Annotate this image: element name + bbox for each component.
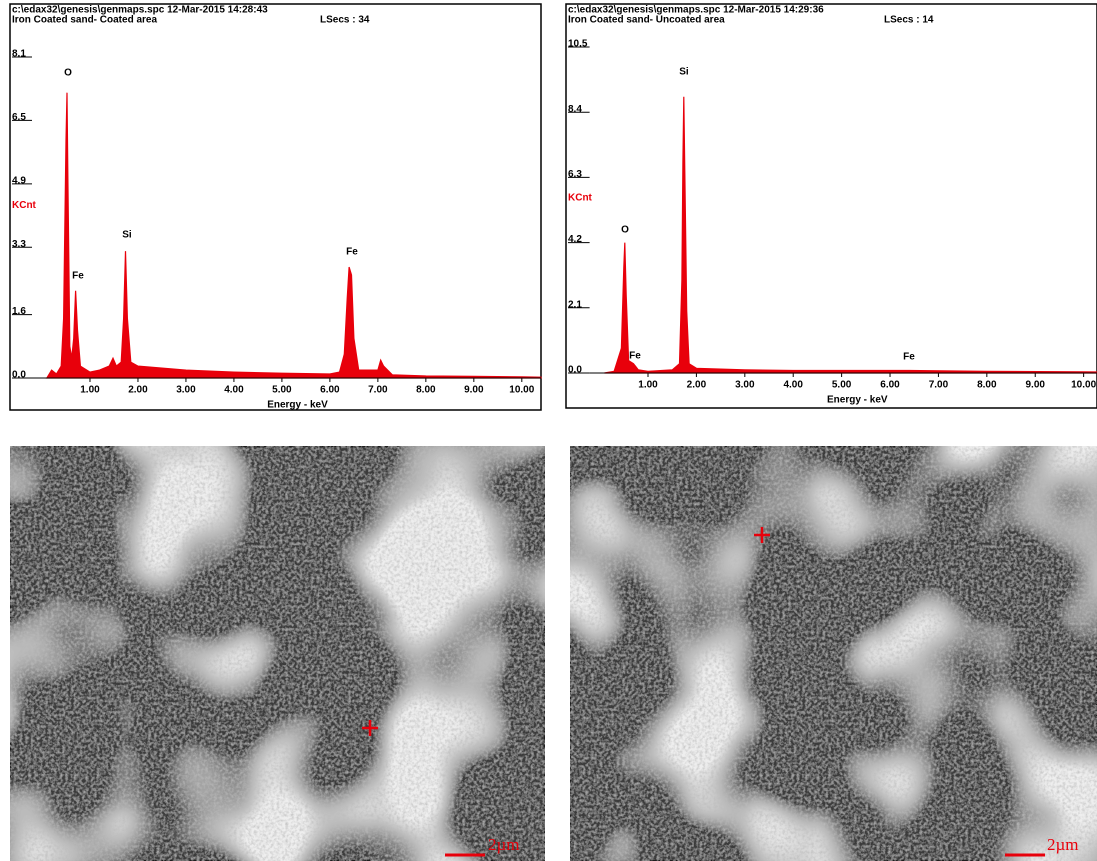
peak-label: O — [621, 225, 629, 236]
peak-label: Si — [679, 67, 689, 78]
x-tick-label: 6.00 — [880, 380, 900, 391]
scale-label: 2µm — [1047, 835, 1079, 854]
y-tick-label: 0.0 — [568, 365, 582, 376]
peak-label: O — [64, 68, 72, 79]
x-tick-label: 8.00 — [977, 380, 997, 391]
x-axis-label: Energy - keV — [267, 400, 328, 411]
peak-label: Fe — [346, 247, 358, 258]
y-tick-label: 6.5 — [12, 112, 26, 123]
x-tick-label: 9.00 — [1026, 380, 1046, 391]
sem-photo — [570, 446, 1097, 861]
y-tick-label: 8.4 — [568, 104, 582, 115]
chart-frame — [10, 4, 541, 410]
y-tick-label: 2.1 — [568, 299, 582, 310]
x-tick-label: 4.00 — [783, 380, 803, 391]
sem-image: 2µm — [10, 446, 545, 861]
x-axis-label: Energy - keV — [827, 395, 888, 406]
peak-label: Si — [122, 230, 132, 241]
x-tick-label: 9.00 — [464, 385, 484, 396]
scale-label: 2µm — [488, 835, 520, 854]
figure: 2µm 2µm c:\edax32\genesis\genmaps.spc 12… — [0, 0, 1097, 861]
y-tick-label: 6.3 — [568, 169, 582, 180]
x-tick-label: 2.00 — [128, 385, 148, 396]
x-tick-label: 6.00 — [320, 385, 340, 396]
x-tick-label: 3.00 — [735, 380, 755, 391]
live-seconds: LSecs : 14 — [884, 15, 934, 26]
peak-label: Fe — [72, 271, 84, 282]
y-tick-label: 10.5 — [568, 39, 588, 50]
x-tick-label: 5.00 — [832, 380, 852, 391]
live-seconds: LSecs : 34 — [320, 15, 370, 26]
sem-photo — [10, 446, 545, 861]
y-tick-label: 4.2 — [568, 234, 582, 245]
x-tick-label: 7.00 — [368, 385, 388, 396]
y-axis-label: KCnt — [12, 200, 37, 211]
y-tick-label: 8.1 — [12, 49, 26, 60]
y-axis-label: KCnt — [568, 193, 593, 204]
y-tick-label: 0.0 — [12, 370, 26, 381]
x-tick-label: 7.00 — [929, 380, 949, 391]
chart-frame — [566, 4, 1097, 408]
y-tick-label: 1.6 — [12, 306, 26, 317]
x-tick-label: 10.00 — [509, 385, 534, 396]
y-tick-label: 3.3 — [12, 239, 26, 250]
y-tick-label: 4.9 — [12, 175, 26, 186]
peak-label: Fe — [903, 352, 915, 363]
x-tick-label: 5.00 — [272, 385, 292, 396]
x-tick-label: 10.00 — [1071, 380, 1096, 391]
x-tick-label: 1.00 — [80, 385, 100, 396]
x-tick-label: 3.00 — [176, 385, 196, 396]
x-tick-label: 8.00 — [416, 385, 436, 396]
peak-label: Fe — [629, 351, 641, 362]
x-tick-label: 2.00 — [687, 380, 707, 391]
chart-subtitle: Iron Coated sand- Coated area — [12, 15, 157, 26]
x-tick-label: 4.00 — [224, 385, 244, 396]
chart-subtitle: Iron Coated sand- Uncoated area — [568, 15, 725, 26]
sem-image: 2µm — [570, 446, 1097, 861]
x-tick-label: 1.00 — [638, 380, 658, 391]
